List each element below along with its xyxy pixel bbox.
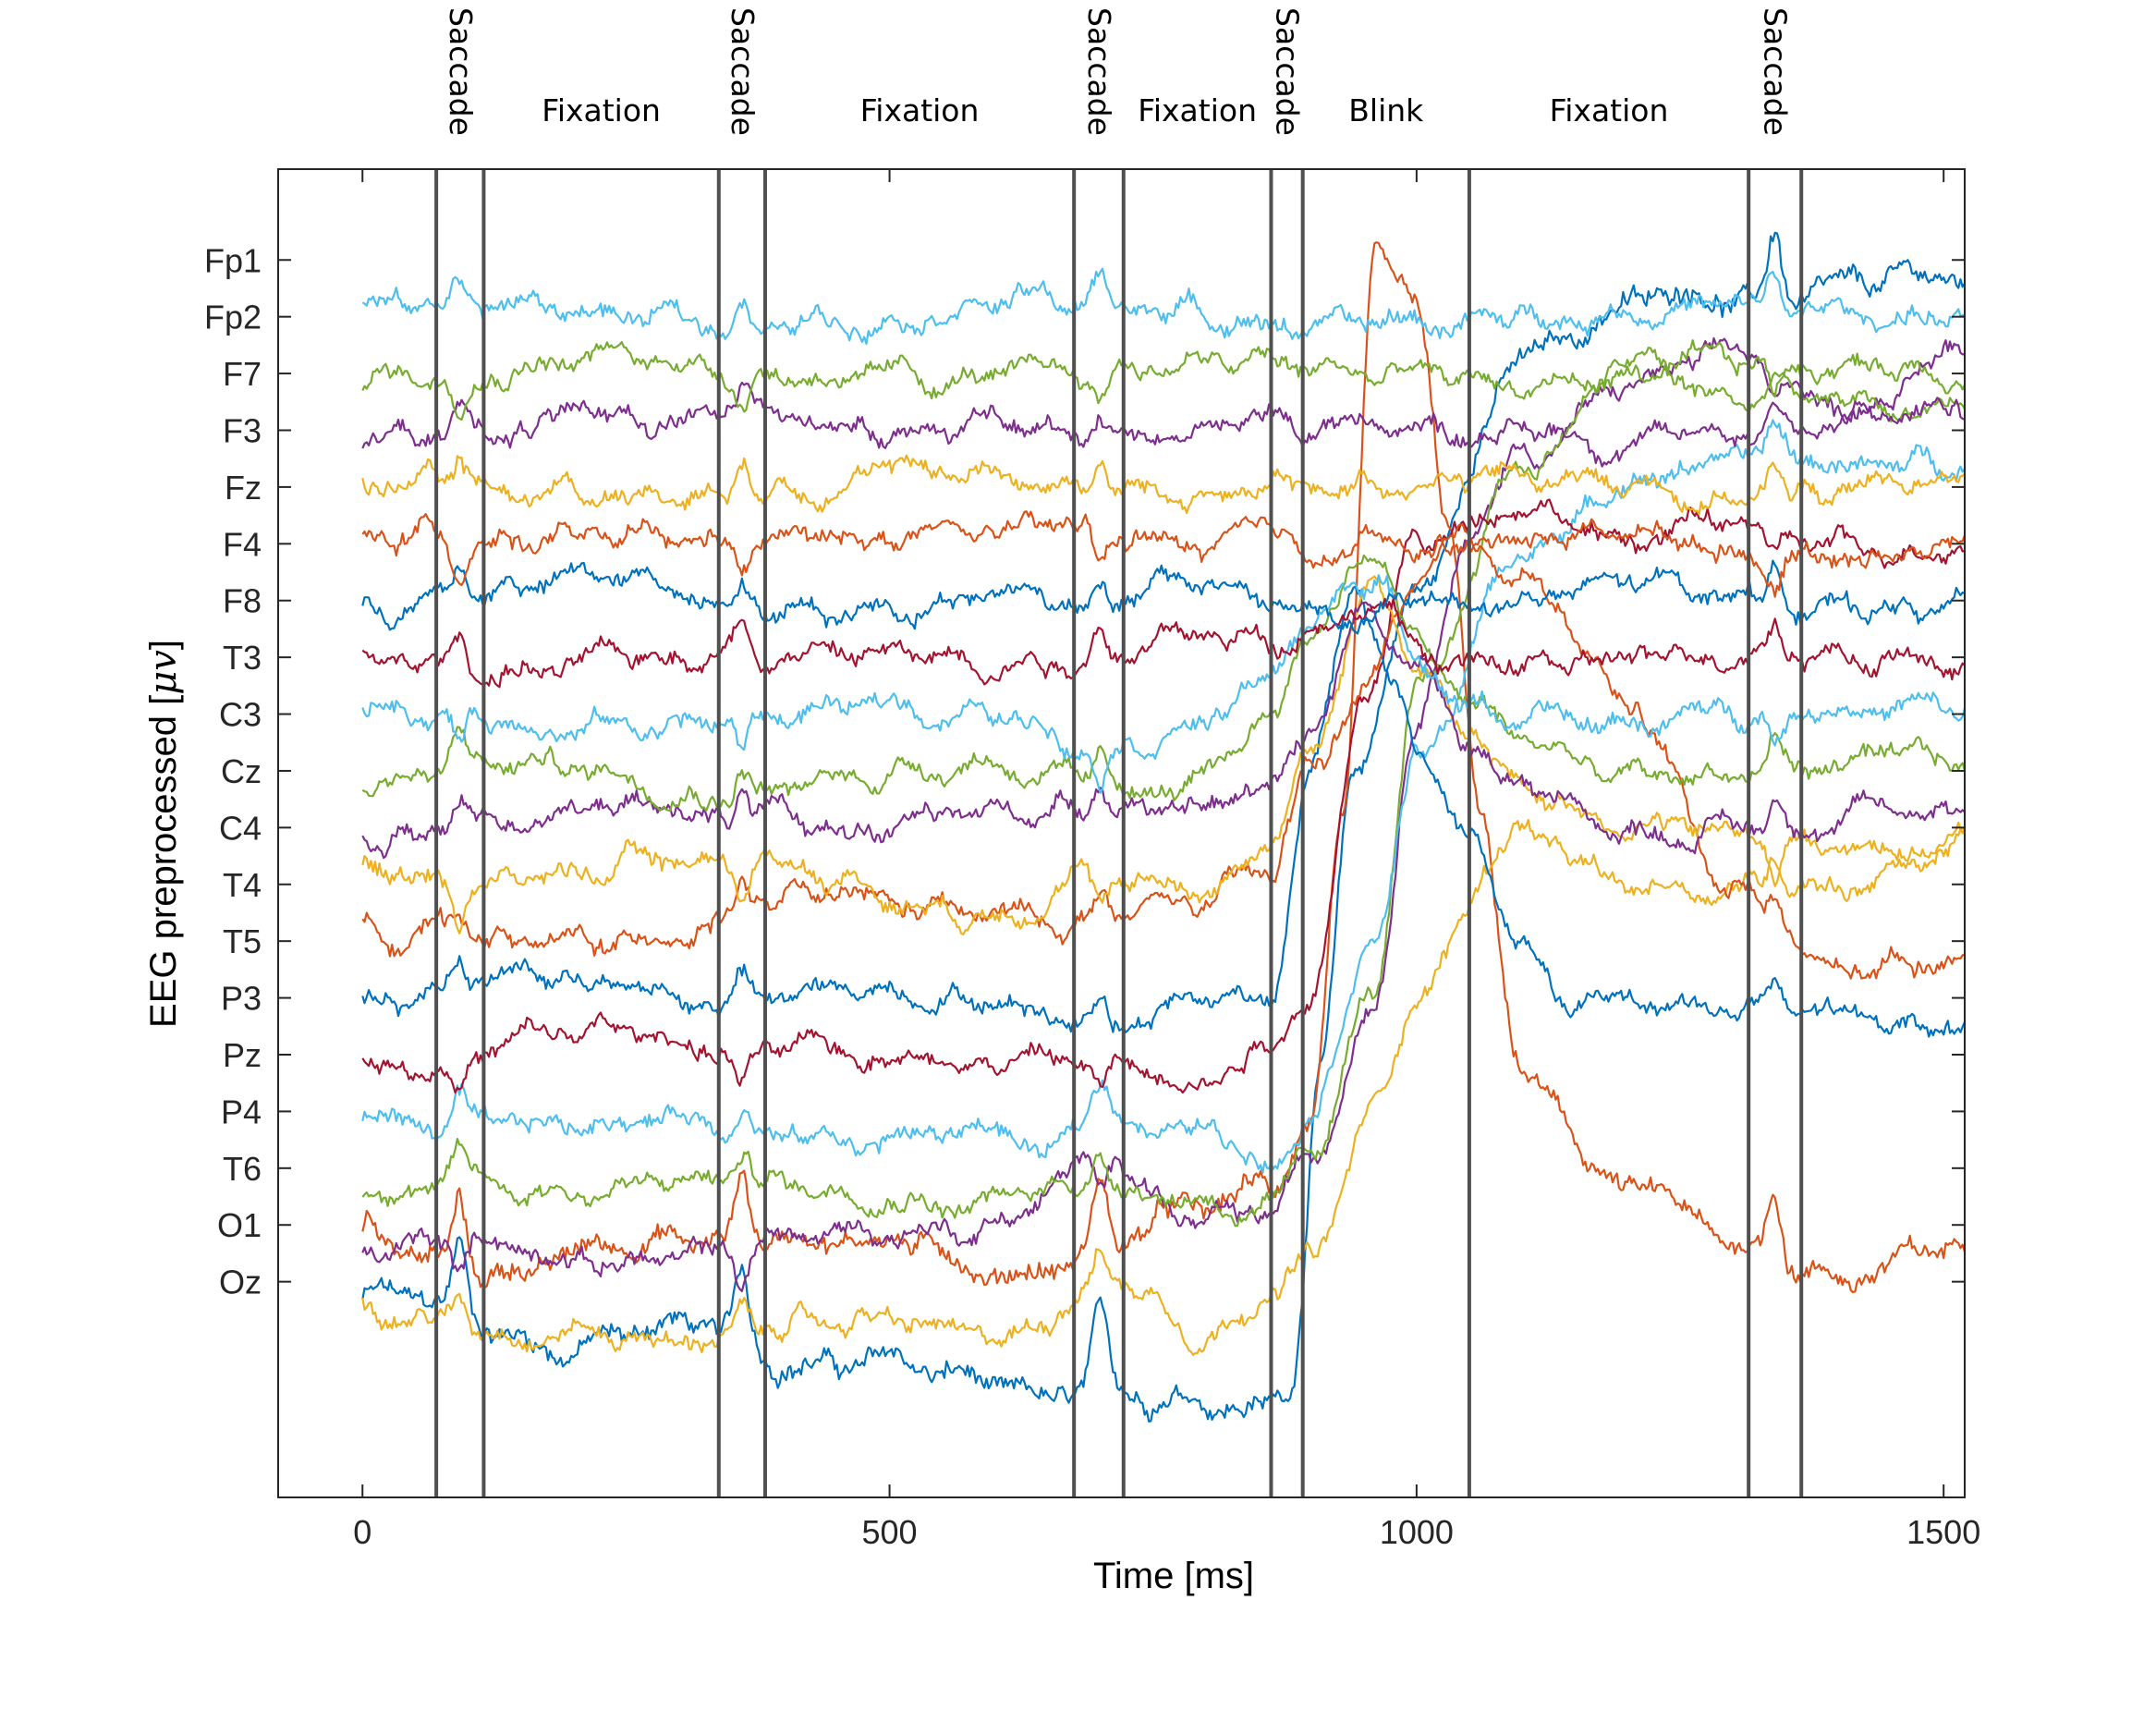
channel-label-oz: Oz bbox=[219, 1264, 262, 1301]
trace-line bbox=[361, 510, 1965, 598]
channel-label-c4: C4 bbox=[219, 809, 262, 847]
event-label-saccade: Saccade bbox=[1270, 7, 1306, 136]
x-axis-title: Time [ms] bbox=[1093, 1556, 1254, 1596]
channel-label-c3: C3 bbox=[219, 696, 262, 734]
y-axis-title-close: ] bbox=[143, 640, 184, 650]
event-label-fixation: Fixation bbox=[1550, 92, 1669, 128]
y-axis-title-part: EEG preprocessed [ bbox=[143, 695, 184, 1028]
trace-line bbox=[361, 554, 1965, 812]
channel-label-t4: T4 bbox=[223, 866, 262, 904]
channel-label-cz: Cz bbox=[221, 752, 262, 790]
trace-line bbox=[361, 419, 1965, 1174]
trace-line bbox=[361, 498, 1965, 1094]
channel-label-f8: F8 bbox=[223, 582, 262, 620]
trace-line bbox=[361, 559, 1965, 635]
x-tick-label: 1500 bbox=[1906, 1513, 1980, 1551]
trace-line bbox=[361, 241, 1965, 1294]
channel-label-t5: T5 bbox=[223, 922, 262, 960]
y-axis-ticks: Fp1 Fp2 F7 F3 Fz F4 F8 T3 C3 Cz C4 T4 T5 P3 Pz P4 T6 O1 Oz bbox=[204, 241, 1965, 1301]
x-tick-label: 500 bbox=[862, 1513, 918, 1551]
trace-line bbox=[361, 585, 1965, 1038]
y-axis-title-mu: μ bbox=[142, 671, 185, 695]
channel-label-t6: T6 bbox=[223, 1150, 262, 1188]
channel-label-f3: F3 bbox=[223, 411, 262, 449]
y-axis-title-v: v bbox=[142, 650, 185, 671]
channel-label-fp2: Fp2 bbox=[204, 299, 262, 336]
channel-label-f4: F4 bbox=[223, 525, 262, 563]
event-label-fixation: Fixation bbox=[542, 92, 661, 128]
x-tick-label: 0 bbox=[353, 1513, 372, 1551]
event-boundaries bbox=[434, 169, 1804, 1497]
x-axis-ticks: 0 500 1000 1500 bbox=[353, 169, 1980, 1551]
event-label-fixation: Fixation bbox=[1138, 92, 1257, 128]
trace-line bbox=[361, 347, 1965, 1228]
trace-line bbox=[361, 267, 1965, 345]
channel-label-pz: Pz bbox=[223, 1036, 262, 1074]
trace-line bbox=[361, 336, 1965, 1292]
trace-line bbox=[361, 574, 1965, 794]
plot-axes-box bbox=[277, 168, 1966, 1498]
trace-line bbox=[361, 601, 1965, 860]
event-label-fixation: Fixation bbox=[860, 92, 980, 128]
trace-line bbox=[361, 575, 1965, 935]
channel-label-p4: P4 bbox=[221, 1093, 262, 1130]
event-label-saccade: Saccade bbox=[1081, 7, 1117, 136]
trace-line bbox=[361, 454, 1965, 516]
event-label-saccade: Saccade bbox=[725, 7, 761, 136]
channel-label-fz: Fz bbox=[225, 469, 262, 507]
trace-line bbox=[361, 339, 1965, 421]
trace-line bbox=[361, 381, 1965, 468]
channel-label-p3: P3 bbox=[221, 980, 262, 1018]
event-label-saccade: Saccade bbox=[1758, 7, 1794, 136]
y-axis-title: EEG preprocessed [μv] bbox=[142, 640, 185, 1028]
event-labels: Saccade Fixation Saccade Fixation Saccade Fix… bbox=[443, 7, 1794, 136]
channel-label-o1: O1 bbox=[217, 1206, 262, 1244]
channel-label-f7: F7 bbox=[223, 355, 262, 393]
trace-line bbox=[361, 818, 1965, 1356]
trace-line bbox=[361, 597, 1965, 689]
x-tick-label: 1000 bbox=[1380, 1513, 1454, 1551]
eeg-traces bbox=[361, 231, 1965, 1423]
channel-label-t3: T3 bbox=[223, 639, 262, 677]
channel-label-fp1: Fp1 bbox=[204, 241, 262, 279]
event-label-saccade: Saccade bbox=[443, 7, 479, 136]
event-label-blink: Blink bbox=[1348, 92, 1424, 128]
